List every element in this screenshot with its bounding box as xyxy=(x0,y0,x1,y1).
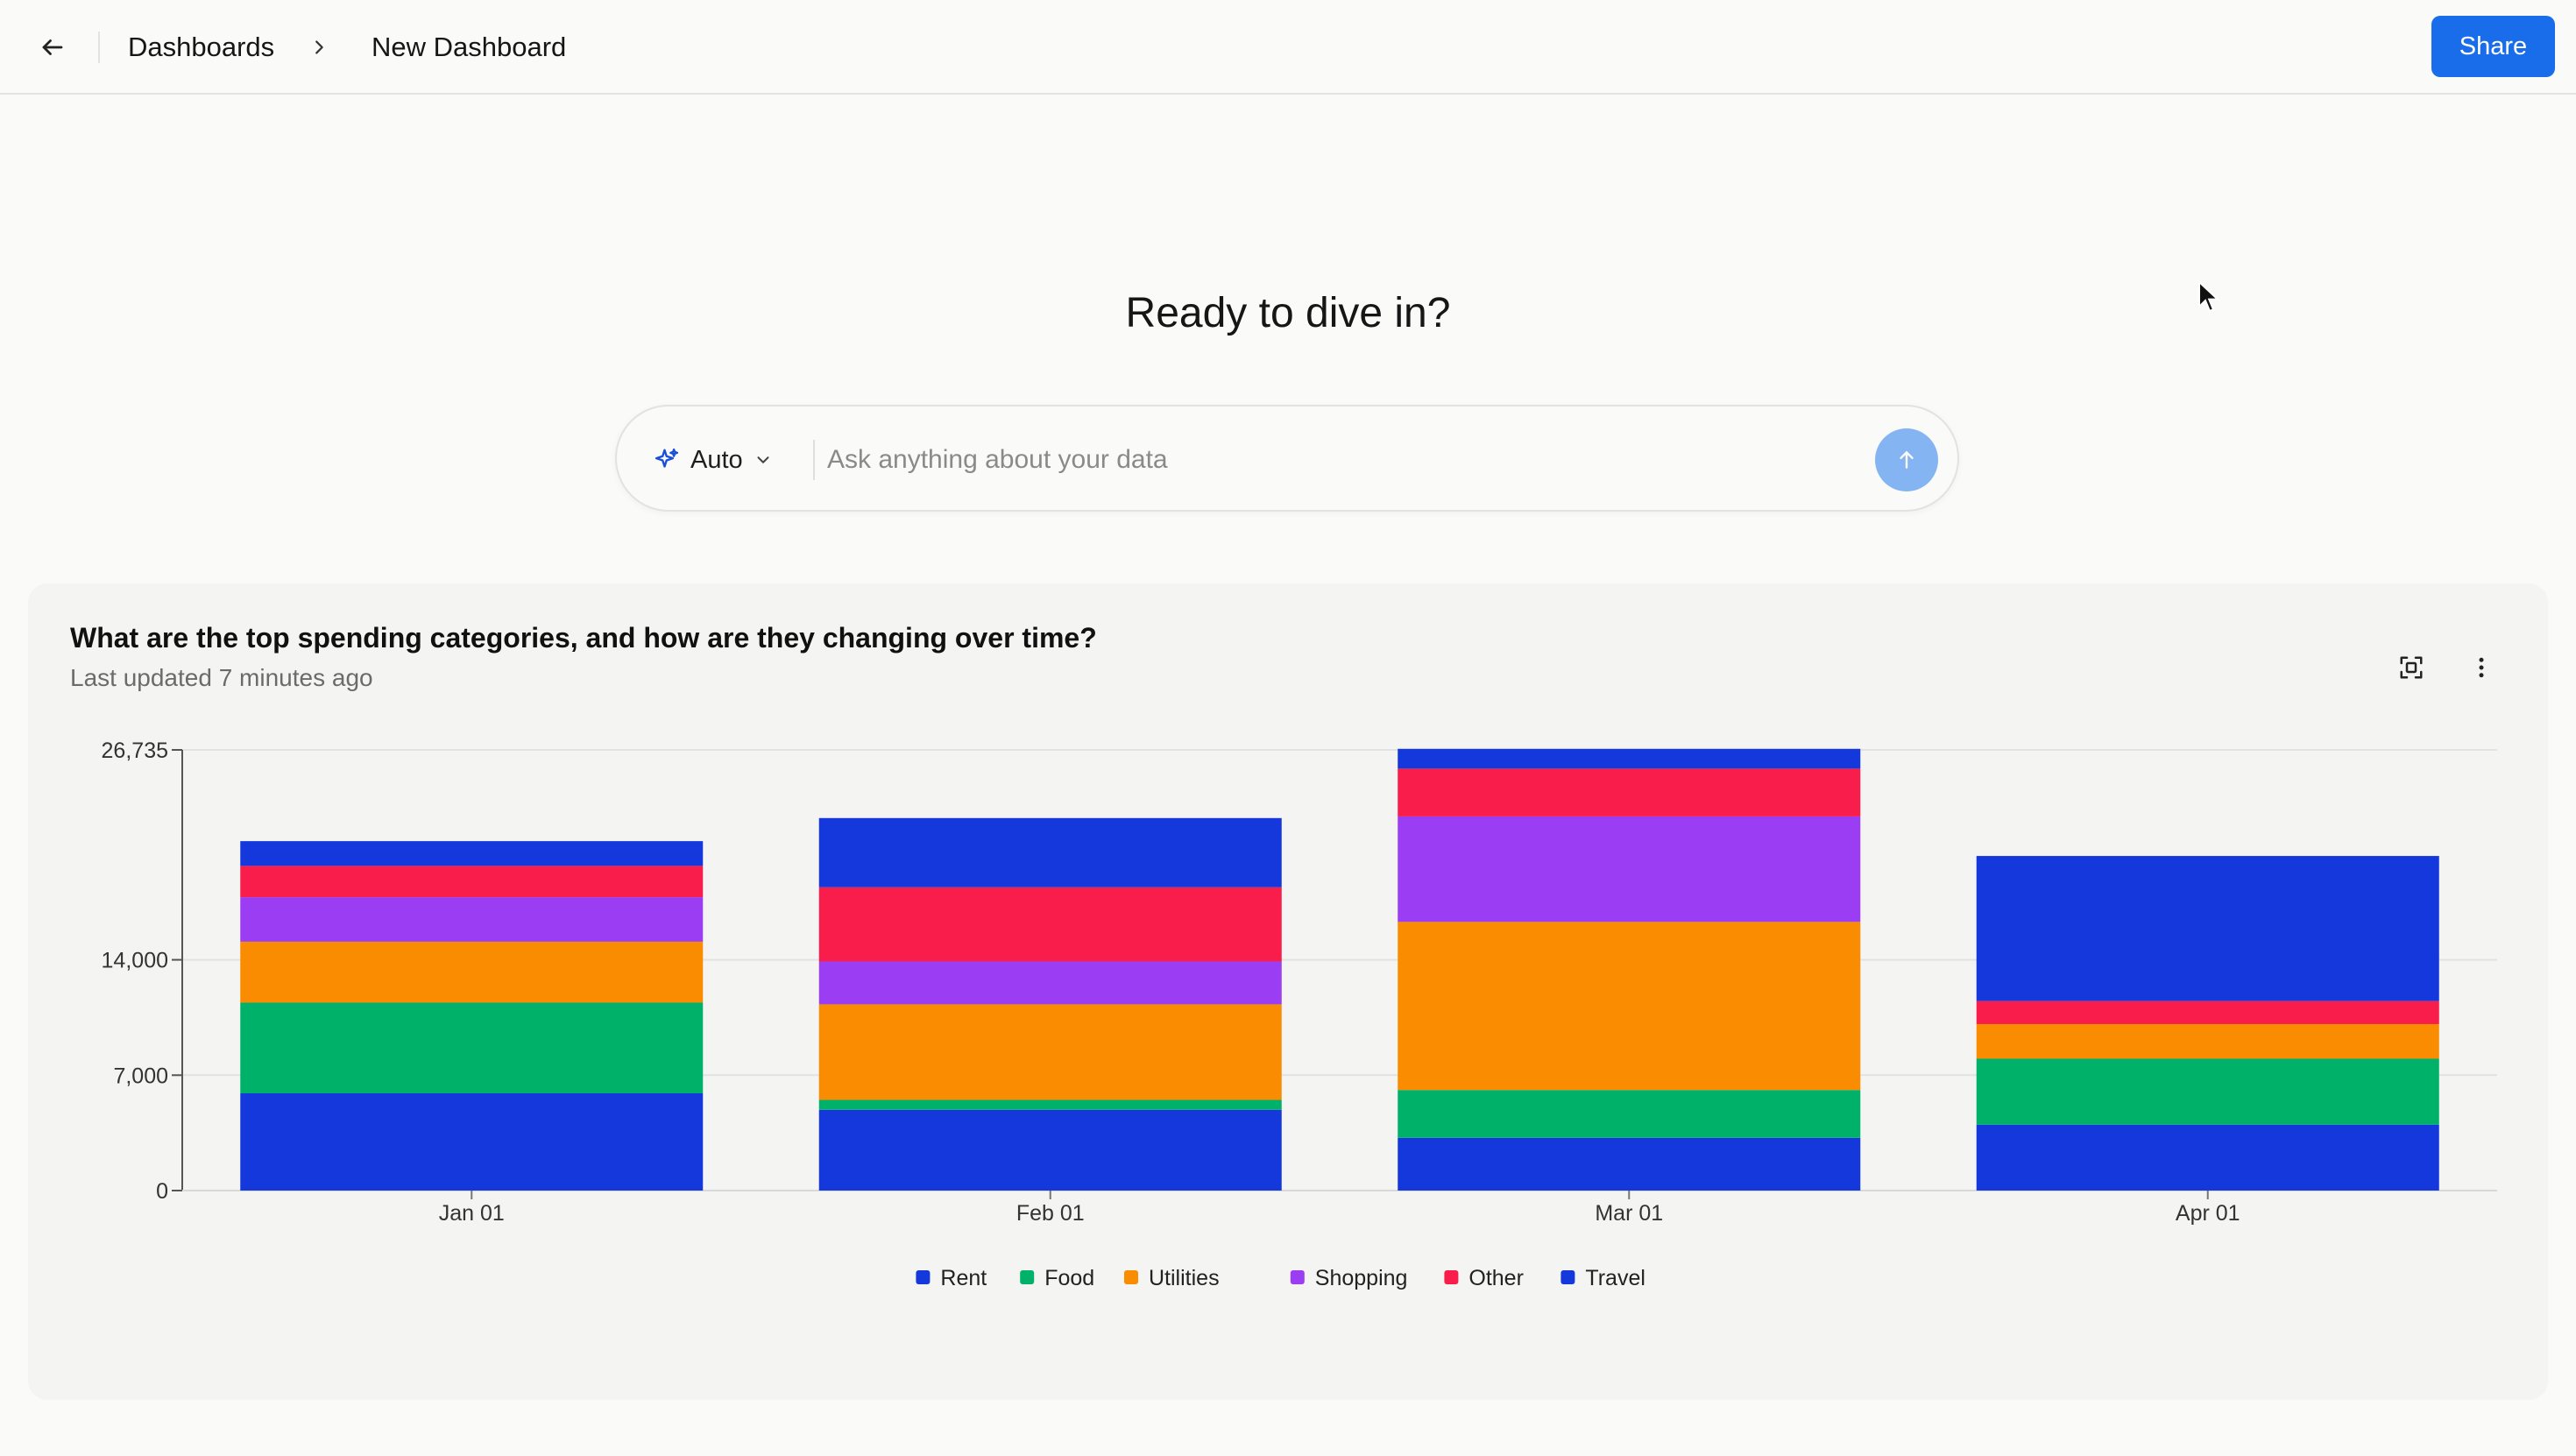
legend-swatch-shopping xyxy=(1290,1270,1305,1284)
focus-frame-icon xyxy=(2400,656,2423,679)
ask-bar: Auto xyxy=(615,405,1959,512)
x-tick-label: Apr 01 xyxy=(2176,1201,2240,1226)
legend-swatch-other xyxy=(1444,1270,1459,1284)
stacked-bar-chart: 0 7,000 14,000 26,735 Jan 01 Feb 01 Mar 01 Apr … xyxy=(102,739,2497,1290)
topbar-divider xyxy=(98,32,100,63)
bar-segment-other xyxy=(1398,768,1861,816)
page-title: Ready to dive in? xyxy=(1125,290,1451,336)
arrow-up-icon xyxy=(1900,451,1914,469)
legend-label-utilities: Utilities xyxy=(1149,1266,1220,1290)
back-button[interactable] xyxy=(32,26,74,68)
legend-swatch-rent xyxy=(916,1270,931,1284)
bar-segment-travel xyxy=(818,817,1282,887)
bar-segment-travel xyxy=(1398,748,1861,769)
legend-label-food: Food xyxy=(1044,1266,1094,1290)
bar-segment-rent xyxy=(1976,1124,2439,1191)
bar-segment-utilities xyxy=(1398,922,1861,1091)
card-menu-button[interactable] xyxy=(2460,647,2502,689)
more-vertical-icon xyxy=(2479,657,2484,678)
legend-label-rent: Rent xyxy=(940,1266,987,1290)
chevron-right-icon xyxy=(307,32,331,63)
mode-selector[interactable]: Auto xyxy=(654,435,773,485)
legend-label-other: Other xyxy=(1468,1266,1524,1290)
fullscreen-button[interactable] xyxy=(2390,647,2432,689)
x-tick-label: Feb 01 xyxy=(1016,1201,1085,1226)
chart-title: What are the top spending categories, an… xyxy=(70,622,1097,654)
bar-segment-food xyxy=(1976,1058,2439,1125)
x-tick-label: Mar 01 xyxy=(1595,1201,1663,1226)
breadcrumb-current: New Dashboard xyxy=(372,32,567,62)
chevron-down-icon xyxy=(757,456,769,463)
legend-swatch-utilities xyxy=(1124,1270,1138,1284)
bar-segment-shopping xyxy=(1398,816,1861,922)
ask-input[interactable] xyxy=(827,433,1861,487)
legend-swatch-food xyxy=(1020,1270,1035,1284)
bar-segment-shopping xyxy=(240,897,704,942)
ask-divider xyxy=(813,440,815,480)
bar-segment-other xyxy=(1976,1000,2439,1024)
chart-card: What are the top spending categories, an… xyxy=(28,583,2548,1400)
bar-segment-utilities xyxy=(1976,1023,2439,1059)
x-tick-label: Jan 01 xyxy=(439,1201,505,1226)
arrow-left-icon xyxy=(42,39,63,55)
bar-segment-rent xyxy=(818,1109,1282,1191)
share-button[interactable]: Share xyxy=(2431,16,2555,77)
bar-segment-utilities xyxy=(818,1004,1282,1100)
bar-segment-travel xyxy=(240,841,704,866)
sparkles-icon xyxy=(655,448,679,468)
mode-label: Auto xyxy=(690,445,743,474)
y-tick-label: 14,000 xyxy=(102,949,168,973)
y-tick-label: 26,735 xyxy=(102,739,168,763)
bar-segment-food xyxy=(818,1099,1282,1110)
y-tick-label: 7,000 xyxy=(113,1064,168,1088)
bar-segment-other xyxy=(240,866,704,898)
bar-segment-utilities xyxy=(240,941,704,1003)
legend-label-travel: Travel xyxy=(1585,1266,1645,1290)
bar-segment-rent xyxy=(1398,1137,1861,1191)
legend-swatch-travel xyxy=(1560,1270,1575,1284)
bar-segment-food xyxy=(240,1002,704,1093)
bar-segment-shopping xyxy=(818,961,1282,1005)
bar-segment-food xyxy=(1398,1090,1861,1138)
top-bar: Dashboards New Dashboard Share xyxy=(0,0,2576,95)
last-updated: Last updated 7 minutes ago xyxy=(70,664,373,691)
mouse-cursor-icon xyxy=(2198,280,2220,313)
bar-segment-other xyxy=(818,887,1282,962)
y-tick-label: 0 xyxy=(156,1179,168,1204)
breadcrumb-dashboards[interactable]: Dashboards xyxy=(128,32,275,62)
legend-label-shopping: Shopping xyxy=(1315,1266,1408,1290)
bar-segment-rent xyxy=(240,1092,704,1191)
bar-segment-travel xyxy=(1976,856,2439,1001)
send-button[interactable] xyxy=(1875,428,1938,491)
